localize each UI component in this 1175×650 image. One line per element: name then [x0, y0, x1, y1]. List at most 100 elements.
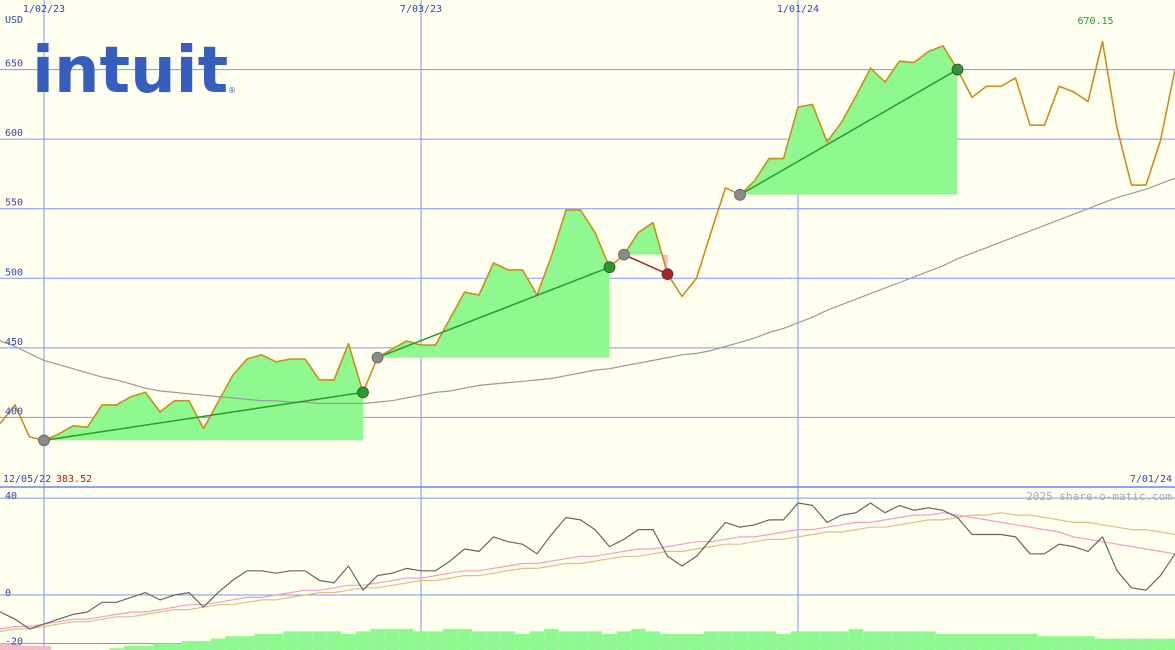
logo: intuit — [32, 34, 228, 108]
series-line — [0, 512, 1175, 630]
trade-loss-fill — [377, 357, 610, 358]
x-tick-label: 7/03/23 — [400, 4, 442, 15]
bar — [7, 643, 23, 650]
exit-dot — [951, 63, 964, 76]
bar — [703, 631, 719, 650]
trade-gain-fill — [44, 343, 363, 441]
bar — [1095, 638, 1110, 650]
bar — [863, 631, 878, 650]
bar — [921, 631, 936, 650]
bar — [355, 631, 371, 650]
bar — [239, 636, 255, 650]
logo-mark: ® — [228, 86, 236, 95]
y-tick-label: 400 — [5, 406, 23, 417]
y-tick-label: 650 — [5, 59, 23, 70]
series-line — [0, 177, 1175, 405]
high-label: 670.15 — [1077, 16, 1113, 27]
bar — [471, 631, 487, 650]
trade-gain-fill — [740, 45, 958, 195]
exit-dot — [661, 268, 674, 281]
bar — [950, 633, 965, 650]
bar — [674, 633, 690, 650]
series-line — [0, 512, 1175, 633]
bar — [631, 628, 646, 650]
bar — [167, 643, 182, 650]
bar — [732, 631, 748, 650]
trade-line — [739, 68, 958, 196]
bar — [964, 633, 980, 650]
bar — [181, 641, 197, 650]
bar — [587, 631, 603, 650]
y-tick-label: 600 — [5, 128, 23, 139]
trade-loss-fill — [44, 440, 363, 441]
trade-gain-fill — [377, 210, 610, 358]
bar — [428, 631, 443, 650]
x-tick-label: 7/01/24 — [1130, 474, 1172, 485]
bar — [384, 628, 400, 650]
bar — [225, 636, 240, 650]
bar — [370, 628, 385, 650]
bar — [268, 633, 284, 650]
trade-gain-fill — [624, 222, 668, 255]
bar — [747, 631, 762, 650]
bar — [1037, 636, 1052, 650]
y-tick-label: 40 — [5, 491, 17, 502]
bar — [892, 631, 907, 650]
bar — [1153, 638, 1168, 650]
entry-dot — [371, 351, 384, 364]
exit-dot — [603, 261, 616, 274]
bar — [529, 631, 545, 650]
bar — [486, 631, 501, 650]
y-tick-label: 450 — [5, 337, 23, 348]
bar — [660, 633, 675, 650]
entry-dot — [618, 248, 630, 261]
bar — [341, 633, 356, 650]
bar — [138, 645, 153, 650]
bar — [616, 631, 632, 650]
bar — [761, 631, 777, 650]
y-tick-label: 0 — [5, 588, 11, 599]
bar — [399, 628, 414, 650]
series-line — [0, 40, 1175, 442]
x-tick-label: 1/01/24 — [777, 4, 819, 15]
exit-dot — [357, 386, 369, 399]
bar — [805, 631, 820, 650]
bar — [1124, 638, 1139, 650]
bar — [819, 631, 835, 650]
bar — [935, 633, 951, 650]
trade-line — [623, 253, 668, 275]
trade-fills — [0, 45, 1175, 650]
bar — [36, 645, 52, 650]
bar — [906, 631, 922, 650]
y-tick-label: 500 — [5, 267, 23, 278]
bar — [834, 631, 849, 650]
bar — [979, 633, 994, 650]
bar — [1066, 636, 1081, 650]
bar — [689, 633, 704, 650]
bar — [312, 631, 327, 650]
bar — [22, 645, 37, 650]
bar — [1167, 638, 1175, 650]
labels: intuit ® 2025 share-o-matic.com USD 4004… — [3, 4, 1172, 647]
bar — [1109, 638, 1125, 650]
series-lines — [0, 40, 1175, 633]
bar — [283, 631, 298, 650]
bar — [123, 645, 139, 650]
bar — [1138, 638, 1154, 650]
x-tick-label: 12/05/22 — [3, 474, 51, 485]
series-line — [0, 502, 1175, 630]
watermark: 2025 share-o-matic.com — [1026, 490, 1172, 503]
bar — [109, 648, 124, 650]
bar — [558, 631, 574, 650]
bar — [196, 641, 211, 650]
bar — [776, 633, 791, 650]
bar — [790, 631, 806, 650]
bar — [210, 638, 226, 650]
bar — [1080, 636, 1096, 650]
trade-marks — [38, 63, 964, 447]
x-tick-label: 1/02/23 — [23, 4, 65, 15]
bar — [0, 643, 8, 650]
bar — [573, 631, 588, 650]
bar — [515, 633, 530, 650]
